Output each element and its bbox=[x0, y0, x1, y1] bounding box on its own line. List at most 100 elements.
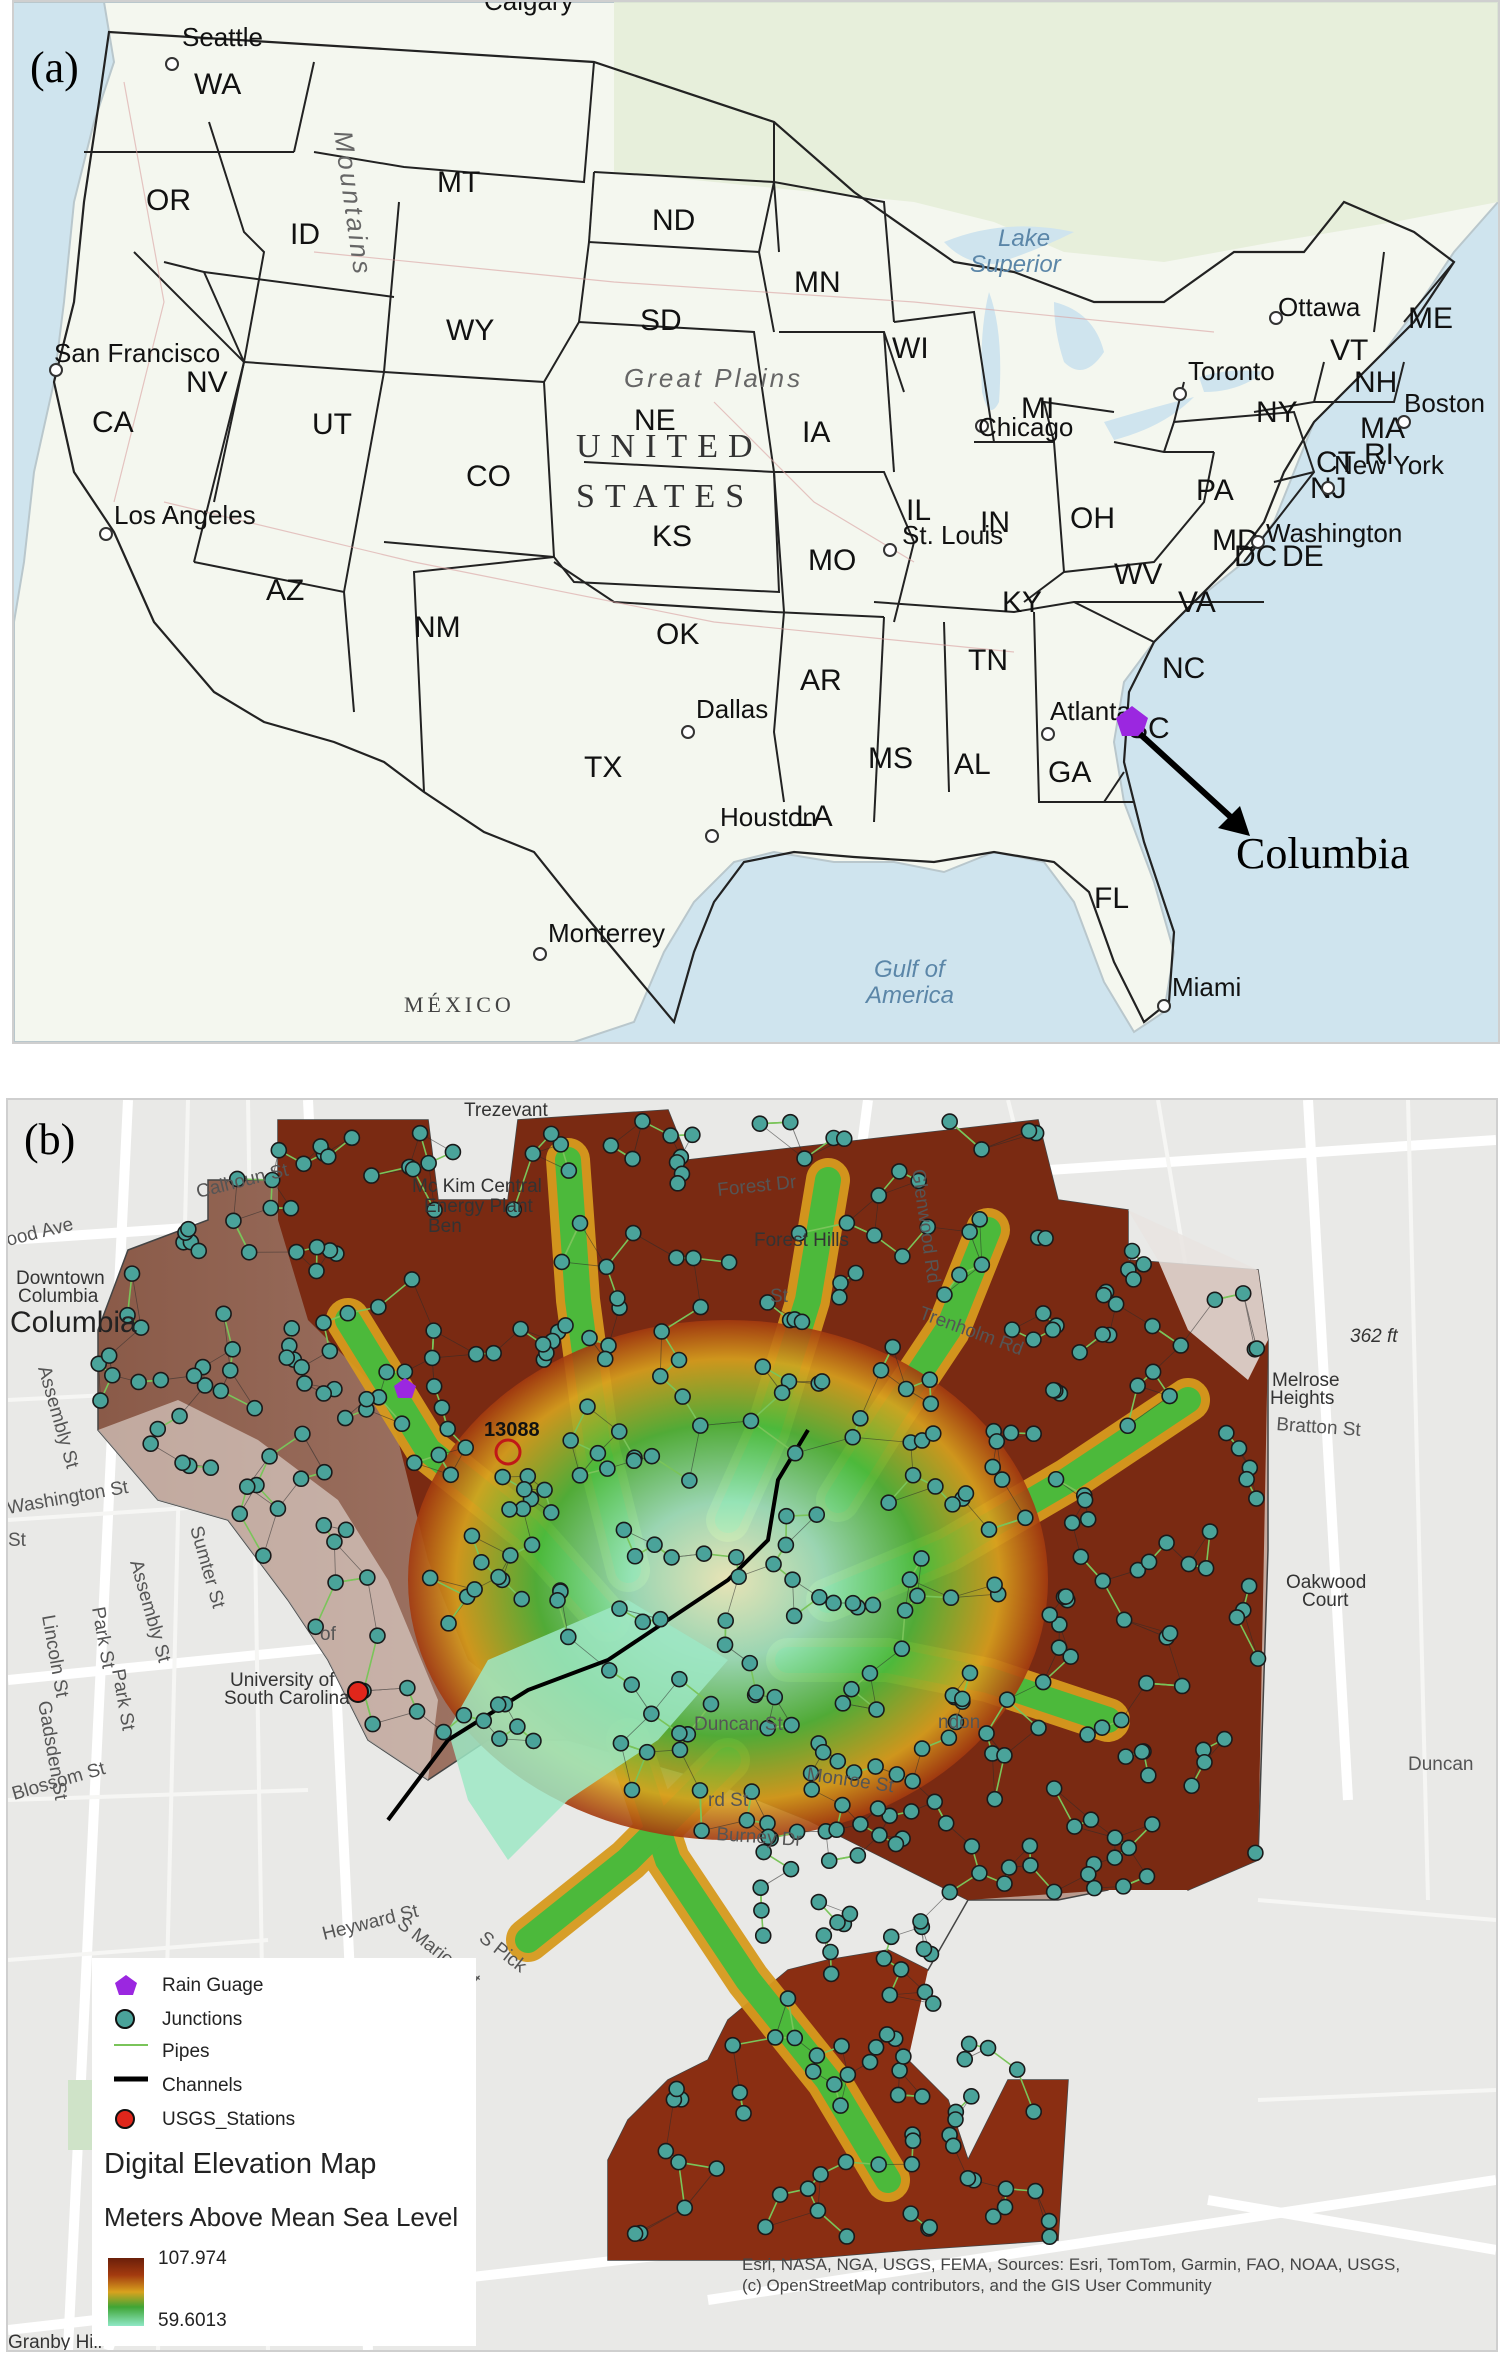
state-ny: NY bbox=[1256, 396, 1298, 429]
dem-valley-south bbox=[448, 1600, 728, 1860]
junction-node bbox=[358, 1390, 375, 1408]
state-md: MD bbox=[1212, 524, 1259, 557]
dem-light-east bbox=[1128, 1210, 1268, 1380]
junction-node bbox=[870, 2156, 887, 2173]
junction-node bbox=[1027, 2182, 1044, 2200]
junction-node bbox=[963, 2088, 980, 2105]
junction-node bbox=[1025, 1331, 1042, 1348]
state-ms: MS bbox=[868, 742, 913, 775]
junction-node bbox=[803, 1781, 821, 1798]
label-oakwood-2: Court bbox=[1302, 1590, 1349, 1611]
junction-node bbox=[778, 1507, 795, 1525]
junction-node bbox=[735, 2104, 752, 2122]
junction-node bbox=[731, 2084, 749, 2101]
junction-node bbox=[695, 1545, 713, 1562]
junction-node bbox=[228, 1170, 246, 1188]
junction-node bbox=[1071, 1343, 1088, 1361]
junction-node bbox=[944, 2137, 962, 2155]
junction-node bbox=[1034, 1305, 1052, 1322]
thick-line-icon bbox=[114, 2074, 148, 2098]
junction-node bbox=[1025, 2103, 1043, 2120]
junction-node bbox=[123, 1265, 141, 1282]
usgs-station-main bbox=[494, 1438, 522, 1466]
city-chicago: Chicago bbox=[978, 412, 1073, 442]
junction-node bbox=[1230, 1440, 1248, 1457]
junction-node bbox=[221, 1362, 239, 1379]
junction-node bbox=[513, 1590, 531, 1608]
junction-node bbox=[980, 1521, 998, 1538]
legend-junctions: Junctions bbox=[114, 2008, 242, 2032]
junction-node bbox=[741, 1654, 759, 1672]
junction-node bbox=[937, 1814, 955, 1832]
mesh-edge bbox=[684, 2168, 718, 2209]
junction-node bbox=[296, 1375, 313, 1392]
junction-node bbox=[755, 1843, 772, 1861]
state-wi: WI bbox=[892, 332, 929, 365]
junction-node bbox=[790, 1224, 808, 1242]
street-assembly-2: Assembly St bbox=[125, 1558, 174, 1666]
junction-node bbox=[315, 1314, 332, 1331]
mesh-edge bbox=[688, 1425, 701, 1481]
junction-node bbox=[369, 1627, 386, 1644]
junction-node bbox=[408, 1703, 426, 1720]
state-tx: TX bbox=[584, 751, 622, 784]
junction-node bbox=[708, 2160, 726, 2177]
junction-node bbox=[1062, 1648, 1080, 1665]
junction-node bbox=[1113, 1711, 1130, 1729]
junction-node bbox=[238, 1478, 256, 1495]
junction-node bbox=[944, 1496, 961, 1513]
mesh-edge bbox=[411, 1279, 435, 1331]
junction-node bbox=[430, 1446, 448, 1464]
dem-map-svg: 13088 Trezevant Mc Kim Central Energy Pl… bbox=[8, 1100, 1496, 2350]
mesh-edge bbox=[1242, 1293, 1258, 1349]
junction-node bbox=[1020, 1122, 1038, 1140]
junction-node bbox=[1041, 2228, 1058, 2246]
junction-node bbox=[602, 1137, 620, 1154]
state-in: IN bbox=[980, 506, 1010, 539]
junction-node bbox=[1158, 1534, 1175, 1552]
junction-node bbox=[875, 1950, 893, 1967]
rain-gauge-marker bbox=[394, 1378, 416, 1398]
junction-node bbox=[1238, 1470, 1255, 1488]
junction-node bbox=[1161, 1624, 1179, 1642]
state-fl: FL bbox=[1094, 882, 1129, 915]
junction-node bbox=[691, 1782, 709, 1799]
junction-node bbox=[119, 1306, 136, 1324]
state-nc: NC bbox=[1162, 652, 1205, 685]
legend-junctions-label: Junctions bbox=[162, 2009, 243, 2030]
junction-node bbox=[668, 1249, 685, 1267]
pipe-segment bbox=[750, 1420, 796, 1454]
label-mckim-1: Mc Kim Central bbox=[412, 1176, 542, 1197]
junction-node bbox=[861, 1664, 879, 1682]
junction-node bbox=[1037, 1229, 1054, 1247]
junction-node bbox=[196, 1377, 214, 1394]
junction-node bbox=[1115, 1878, 1132, 1895]
junction-node bbox=[822, 1965, 840, 1983]
junction-node bbox=[1030, 1719, 1047, 1737]
columbia-dem-map: 13088 Trezevant Mc Kim Central Energy Pl… bbox=[6, 1098, 1498, 2352]
label-oakwood-1: Oakwood bbox=[1286, 1572, 1366, 1593]
junction-node bbox=[670, 1351, 688, 1369]
mesh-edge bbox=[700, 1420, 751, 1427]
junction-node bbox=[766, 2029, 784, 2046]
street-of-fragment: of bbox=[320, 1624, 337, 1645]
pipe-segment bbox=[362, 1635, 379, 1692]
state-nh: NH bbox=[1354, 366, 1397, 399]
state-oh: OH bbox=[1070, 502, 1115, 535]
label-melrose-2: Heights bbox=[1270, 1388, 1334, 1409]
junction-node bbox=[180, 1220, 197, 1238]
state-mn: MN bbox=[794, 266, 841, 299]
junction-node bbox=[752, 1879, 769, 1896]
mexico-label: MÉXICO bbox=[404, 992, 515, 1017]
junction-node bbox=[996, 2198, 1014, 2216]
junction-node bbox=[92, 1392, 109, 1409]
junction-node bbox=[615, 1521, 633, 1539]
junction-node bbox=[174, 1454, 191, 1472]
junction-node bbox=[1082, 1811, 1100, 1829]
junction-node bbox=[600, 1662, 618, 1679]
panel-b-label: (b) bbox=[24, 1115, 76, 1164]
junction-node bbox=[993, 1471, 1011, 1488]
mesh-edge bbox=[1127, 1395, 1170, 1427]
junction-node bbox=[662, 1127, 679, 1144]
junction-node bbox=[442, 1466, 460, 1484]
